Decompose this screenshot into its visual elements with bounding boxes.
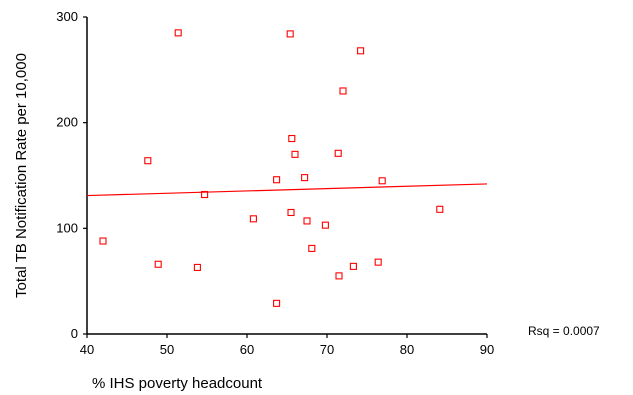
y-axis-title: Total TB Notification Rate per 10,000 [13,53,30,298]
x-tick-label: 40 [80,342,94,357]
data-point [374,258,382,266]
data-point [154,260,162,268]
x-tick-label: 60 [240,342,254,357]
y-tick-label: 300 [56,9,78,24]
data-point [174,29,182,37]
data-point [303,217,311,225]
x-tick-label: 80 [400,342,414,357]
data-point [273,176,281,184]
data-point [286,30,294,38]
data-point [249,215,257,223]
data-point [291,150,299,158]
data-point [144,157,152,165]
data-point [335,272,343,280]
data-point [201,190,209,199]
fit-line-group [86,183,488,197]
tick-group: 40 50 60 70 80 90 0 100 200 300 [56,9,494,357]
data-point [288,134,296,143]
data-point [349,262,357,270]
regression-line [86,183,488,197]
data-point [273,299,281,307]
data-point [436,205,444,213]
y-tick-label: 0 [71,326,78,341]
data-point [339,87,347,95]
data-point [357,47,365,55]
x-axis-title: % IHS poverty headcount [92,375,263,392]
data-point [287,208,295,217]
data-point [99,237,107,245]
rsq-annotation: Rsq = 0.0007 [528,324,600,338]
data-points [99,29,444,307]
data-point [321,221,329,229]
x-tick-label: 50 [160,342,174,357]
y-tick-label: 100 [56,220,78,235]
x-tick-label: 70 [320,342,334,357]
data-point [193,263,201,271]
y-tick-label: 200 [56,115,78,130]
x-tick-label: 90 [480,342,494,357]
data-point [308,244,316,252]
data-point [378,177,386,185]
axes [86,17,487,335]
data-point [334,149,342,157]
data-point [301,174,309,182]
